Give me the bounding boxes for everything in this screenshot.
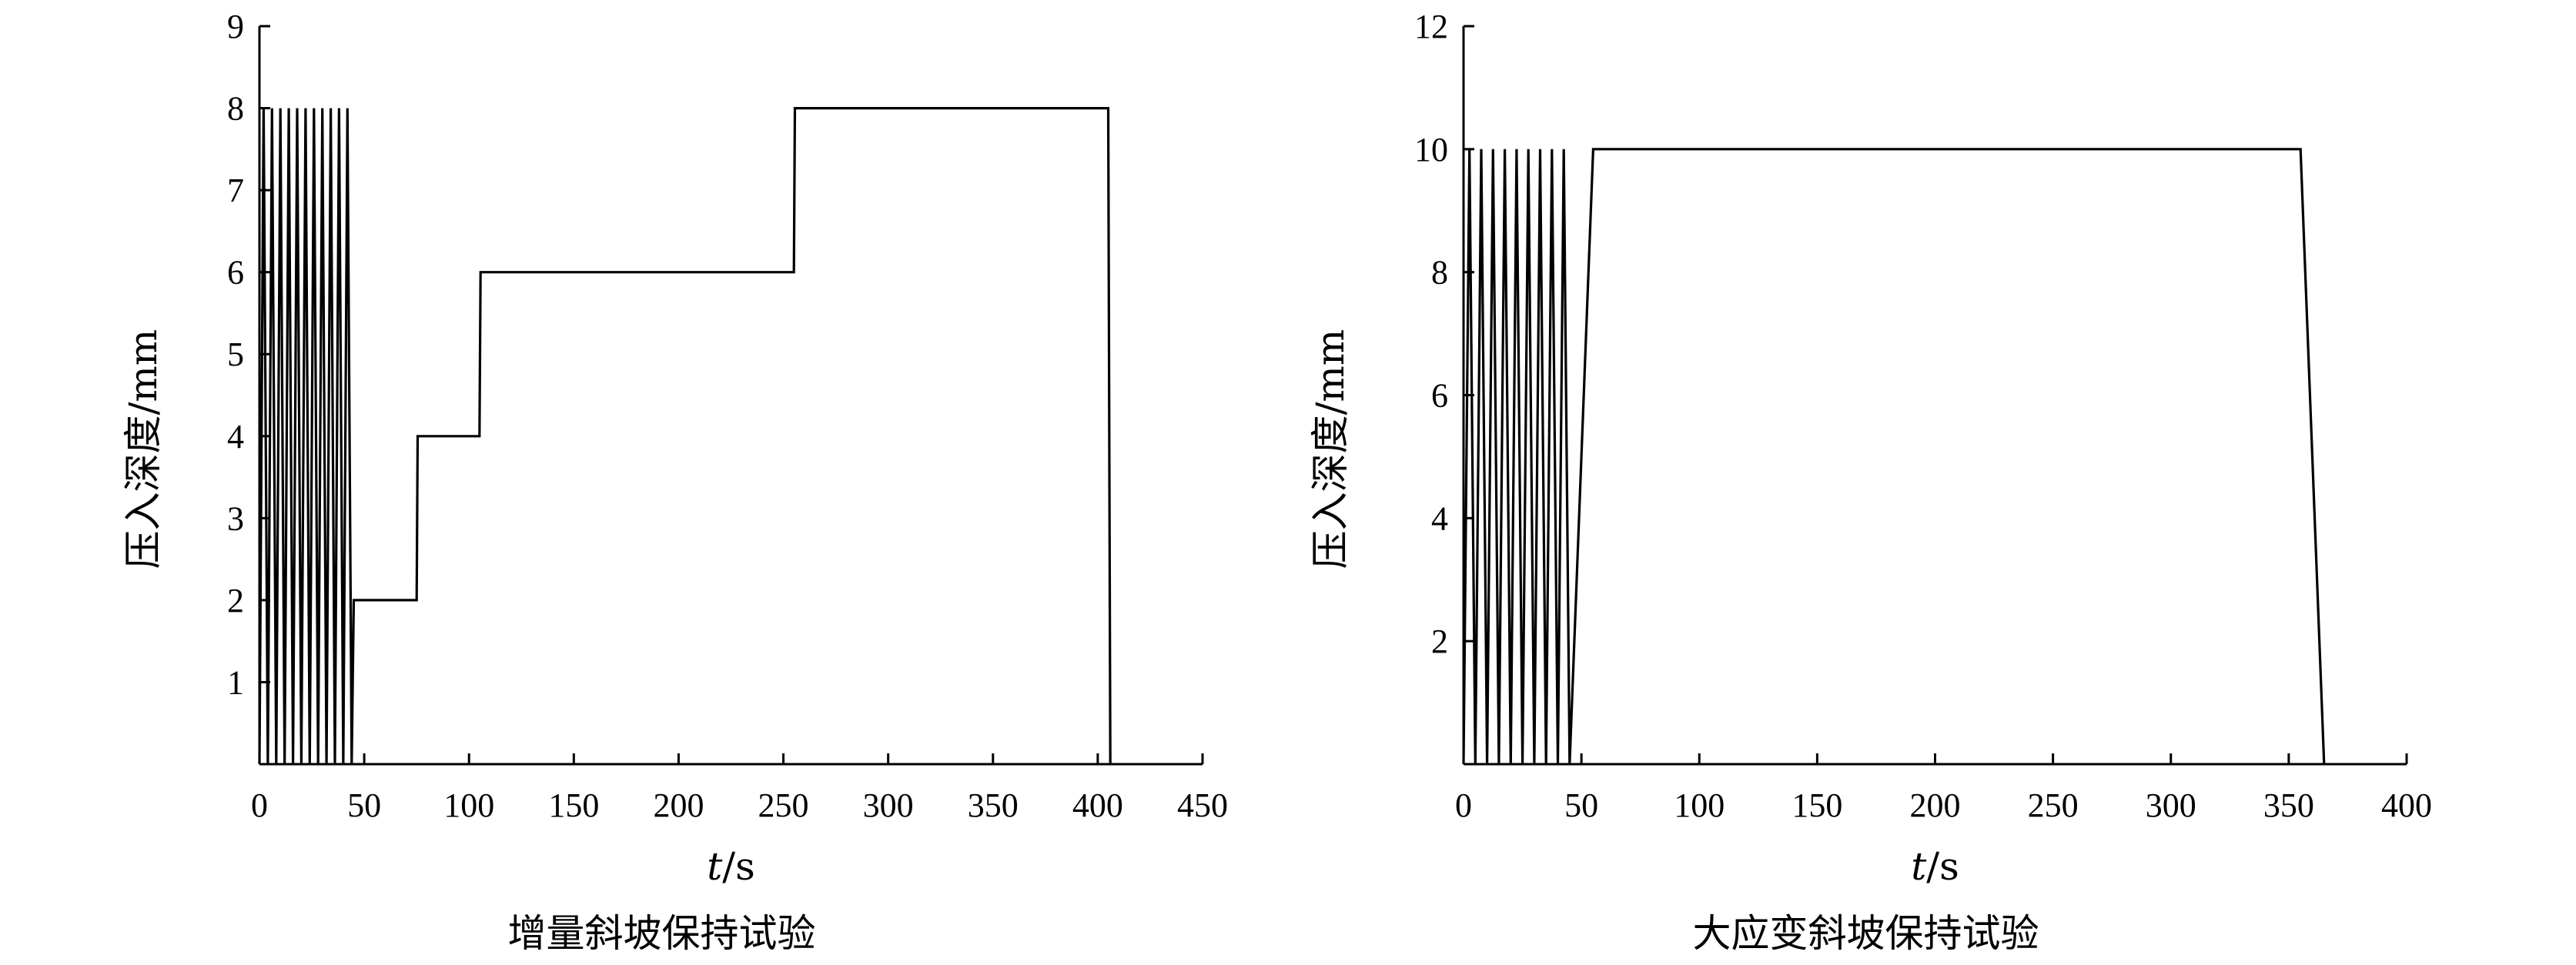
x-tick-label: 350	[968, 786, 1019, 824]
x-tick-label: 300	[863, 786, 914, 824]
y-tick-label: 10	[1414, 131, 1448, 169]
y-axis-title: 压入深度/mm	[121, 329, 166, 569]
x-axis-title: t/s	[707, 844, 755, 889]
x-tick-label: 0	[251, 786, 268, 824]
x-tick-label: 100	[443, 786, 494, 824]
x-tick-label: 400	[1072, 786, 1123, 824]
x-tick-label: 0	[1455, 786, 1472, 824]
x-tick-label: 200	[653, 786, 704, 824]
chart-panel-1: 0 50 100 150 200 250 300 350 400 450 1 2 3 4 5 6 7 8 9 t/s 压…	[121, 8, 1228, 956]
y-tick-label: 5	[227, 336, 244, 373]
y-tick-label: 6	[227, 254, 244, 292]
y-tick-label: 3	[227, 499, 244, 537]
series-line-1	[1462, 148, 2326, 765]
x-axis-title: t/s	[1911, 844, 1959, 889]
x-tick-label: 50	[347, 786, 381, 824]
y-tick-label: 4	[1431, 499, 1448, 537]
x-axis-title-variable: t	[707, 844, 723, 889]
x-tick-label: 300	[2146, 786, 2196, 824]
x-axis-title-unit: /s	[722, 844, 755, 889]
series-line-1	[258, 107, 1112, 765]
x-tick-label: 200	[1910, 786, 1961, 824]
x-tick-label: 250	[2028, 786, 2079, 824]
x-axis-title-variable: t	[1911, 844, 1927, 889]
y-tick-label: 2	[227, 582, 244, 619]
y-tick-label: 6	[1431, 377, 1448, 415]
x-tick-label: 50	[1564, 786, 1598, 824]
x-tick-label: 250	[758, 786, 809, 824]
y-axis-title: 压入深度/mm	[1308, 329, 1353, 569]
y-tick-label: 12	[1414, 8, 1448, 45]
x-tick-label: 450	[1177, 786, 1228, 824]
y-tick-label: 7	[227, 172, 244, 209]
y-tick-label: 8	[227, 90, 244, 128]
y-tick-label: 4	[227, 418, 244, 456]
x-tick-label: 400	[2381, 786, 2432, 824]
y-tick-label: 1	[227, 663, 244, 701]
chart-caption: 增量斜坡保持试验	[508, 911, 816, 956]
x-axis-title-unit: /s	[1926, 844, 1959, 889]
chart-caption: 大应变斜坡保持试验	[1693, 911, 2039, 956]
chart-panel-2: 0 50 100 150 200 250 300 350 400 2 4 6 8 10 12 t/s 压入深度/…	[1308, 8, 2432, 956]
y-tick-label: 9	[227, 8, 244, 45]
x-tick-label: 150	[548, 786, 599, 824]
x-tick-label: 150	[1791, 786, 1842, 824]
x-tick-label: 350	[2263, 786, 2314, 824]
y-tick-label: 8	[1431, 254, 1448, 292]
y-tick-label: 2	[1431, 623, 1448, 660]
x-tick-label: 100	[1674, 786, 1725, 824]
